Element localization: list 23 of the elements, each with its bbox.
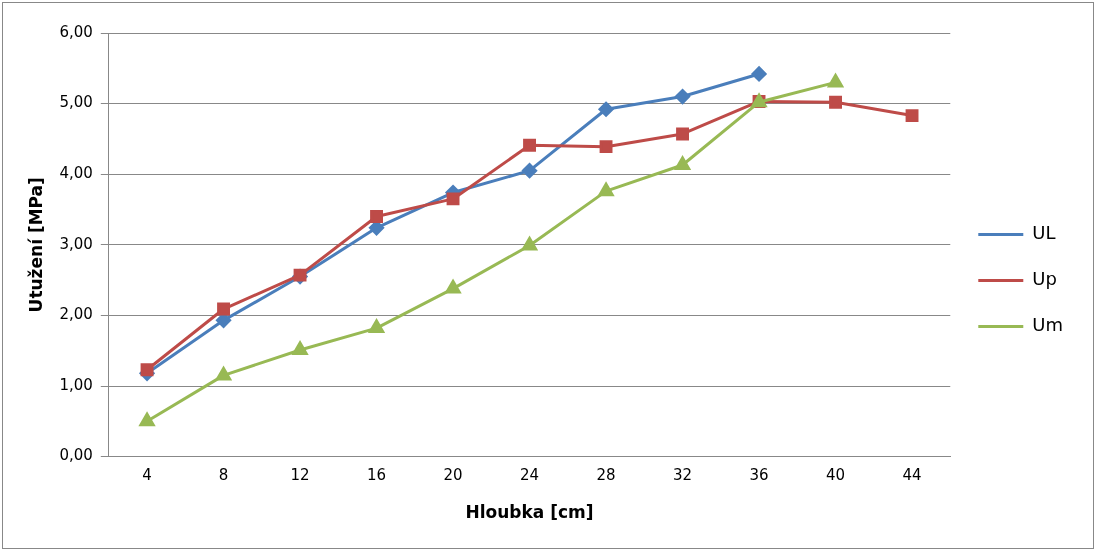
x-tick-label: 20 bbox=[443, 466, 463, 485]
y-tick-label: 1,00 bbox=[59, 375, 93, 394]
y-tick-label: 4,00 bbox=[59, 164, 93, 183]
y-tick-label: 0,00 bbox=[59, 446, 93, 465]
legend-label: Up bbox=[1032, 268, 1057, 290]
x-tick-label: 28 bbox=[596, 466, 616, 485]
legend-label: UL bbox=[1032, 222, 1056, 244]
y-tick-label: 5,00 bbox=[59, 93, 93, 112]
x-tick-label: 32 bbox=[673, 466, 693, 485]
x-tick-label: 8 bbox=[218, 466, 229, 485]
x-tick-label: 44 bbox=[902, 466, 922, 485]
y-tick-label: 6,00 bbox=[59, 22, 93, 41]
y-tick-label: 2,00 bbox=[59, 305, 93, 324]
y-tick-label: 3,00 bbox=[59, 234, 93, 253]
x-tick-label: 4 bbox=[142, 466, 152, 485]
x-axis-title: Hloubka [cm] bbox=[465, 502, 594, 523]
x-tick-label: 40 bbox=[826, 466, 846, 485]
x-tick-label: 24 bbox=[520, 466, 540, 485]
x-tick-label: 16 bbox=[367, 466, 387, 485]
y-axis-title: Utužení [MPa] bbox=[25, 177, 46, 313]
x-tick-label: 12 bbox=[290, 466, 310, 485]
legend-label: Um bbox=[1032, 314, 1064, 336]
x-tick-label: 36 bbox=[749, 466, 769, 485]
